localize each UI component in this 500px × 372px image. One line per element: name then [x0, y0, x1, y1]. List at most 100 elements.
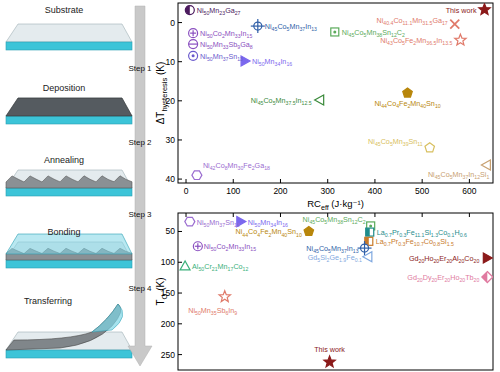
x-tick-label: 0 — [184, 186, 189, 196]
substrate-side — [6, 260, 132, 268]
text-part: 12 — [243, 266, 249, 272]
text-part: La — [377, 228, 385, 237]
point-label: Ni44Co4Fe2Mn40Sn10 — [236, 227, 302, 237]
point-label: Ni50Co2Mn33In15 — [204, 242, 256, 252]
marker-circle — [185, 6, 194, 15]
marker-dot — [192, 54, 195, 57]
text-part: Co — [354, 28, 363, 37]
text-part: Sb — [228, 40, 237, 49]
marker-line — [193, 30, 194, 36]
text-part: This work — [314, 345, 345, 354]
text-part: Ga — [225, 6, 235, 15]
text-part: Mn — [265, 57, 275, 66]
y-tick — [178, 22, 182, 23]
x-tick — [233, 179, 234, 183]
text-part: Sn — [409, 137, 418, 146]
text-part: Fe — [405, 237, 413, 246]
text-part: 18 — [264, 165, 270, 171]
substrate-side — [6, 116, 132, 124]
x-tick — [280, 179, 281, 183]
data-point — [403, 88, 413, 97]
text-part: hysteresis — [160, 78, 169, 112]
data-point — [193, 242, 202, 251]
point-label: Ni45Co5Mn39Sn11 — [368, 137, 423, 147]
text-part: Co — [393, 16, 402, 25]
point-label: Al50Cr21Mn17Co12 — [192, 262, 248, 272]
marker-pentagon — [304, 226, 314, 235]
text-part: Co — [213, 29, 222, 38]
point-label: Ni44Co4Fe2Mn40Sn10 — [374, 99, 440, 109]
x-tick-label: 500 — [415, 186, 429, 196]
marker-circle — [193, 242, 202, 251]
point-labels: Ni50Mn37Sn13Ni50Mn34In16Ni45Co5Mn38Sn12C… — [188, 215, 479, 354]
data-point — [482, 272, 493, 283]
text-part: Gd — [308, 253, 318, 262]
point-label: Ni45Co5Mn37In12Si1 — [428, 170, 490, 180]
text-part: Sn — [426, 99, 435, 108]
chart: 50100150200250TO (K)Ni50Mn37Sn13Ni50Mn34… — [155, 213, 493, 370]
text-part: Mn — [366, 28, 376, 37]
point-label: Ni50Mn37Sn13 — [200, 52, 243, 62]
point-label: Ni40.4Co11.1Mn31.5Ga17 — [377, 16, 448, 26]
data-point — [192, 171, 202, 180]
marker-half — [185, 6, 189, 15]
data-point — [189, 40, 198, 49]
y-axis-label: TO (K) — [155, 277, 169, 305]
marks — [180, 217, 493, 367]
point-label: Ni50Co2Mn33In15 — [200, 29, 252, 39]
text-part: This work — [446, 6, 477, 15]
x-tick-label: 200 — [273, 186, 287, 196]
marker-triangle — [483, 253, 492, 263]
marker-pentagon — [425, 143, 435, 152]
text-part: Mn — [289, 22, 299, 31]
text-part: Co — [215, 161, 224, 170]
y-tick — [178, 179, 182, 180]
text-part: 8 — [250, 44, 253, 50]
marker-line — [450, 20, 459, 29]
marker-hexagon — [185, 217, 195, 226]
y-tick-label: 250 — [161, 350, 175, 360]
text-part: (J·kg⁻¹) — [329, 198, 364, 209]
text-part: 9 — [234, 310, 237, 316]
text-part: Fe — [399, 99, 407, 108]
plot-frame — [178, 3, 493, 183]
text-part: Mn — [260, 218, 270, 227]
marker-line — [197, 243, 198, 249]
figure: SubstrateDepositionAnnealingBondingTrans… — [0, 0, 500, 372]
text-part: Sn — [343, 215, 352, 224]
x-tick — [327, 179, 328, 183]
x-tick-label: 400 — [368, 186, 382, 196]
y-tick — [178, 100, 182, 101]
x-tick — [374, 179, 375, 183]
marker-triangle — [481, 160, 490, 170]
text-part: Gd — [409, 254, 419, 263]
marker-circle — [189, 51, 198, 60]
text-part: eff — [321, 204, 329, 212]
text-part: Fe — [405, 36, 413, 45]
text-part: 1.5 — [447, 241, 454, 247]
plot-frame — [178, 213, 493, 370]
text-part: Fe — [243, 161, 251, 170]
point-label: Gd5Si2Ge1.9Fe0.1 — [308, 253, 362, 263]
text-part: Co — [263, 96, 272, 105]
x-tick — [422, 213, 423, 217]
x-tick — [186, 179, 187, 183]
text-part: Mn — [218, 262, 228, 271]
text-part: 15 — [247, 33, 253, 39]
data-point — [185, 6, 194, 15]
text-part: 37.5 — [286, 100, 296, 106]
marker-line — [450, 20, 459, 29]
marker-star — [219, 291, 230, 302]
text-part: 0.6 — [460, 232, 467, 238]
data-point — [219, 291, 230, 302]
y-tick-label: 40 — [166, 174, 176, 184]
text-part: Mn — [412, 16, 422, 25]
text-part: Ho — [424, 254, 433, 263]
marker-star — [479, 4, 490, 15]
x-tick — [186, 213, 187, 217]
stage-label: Annealing — [44, 155, 84, 165]
annealed-film — [6, 176, 132, 188]
text-part: (K) — [155, 62, 166, 78]
text-part: 20 — [474, 277, 480, 283]
point-label: Gd20Ho20Er20Al20Co20 — [409, 254, 480, 264]
